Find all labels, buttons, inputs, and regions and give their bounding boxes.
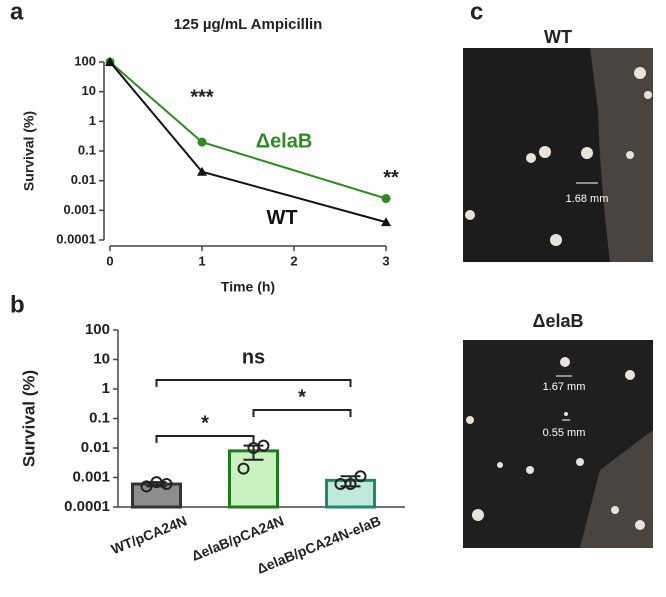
series-label: ΔelaB (256, 131, 313, 153)
line (109, 61, 387, 200)
photo (463, 48, 653, 262)
scale-label: 1.67 mm (543, 381, 586, 393)
marker (105, 57, 115, 66)
photo-title: WT (544, 27, 572, 47)
y-tick-label: 0.1 (78, 142, 96, 157)
annotation: ** (383, 167, 399, 189)
significance-label: ns (242, 346, 265, 368)
panel-label: a (10, 0, 24, 25)
y-tick-label: 0.0001 (56, 231, 96, 246)
marker (197, 166, 207, 176)
photo-title: ΔelaB (533, 311, 584, 331)
point (160, 478, 173, 491)
significance-label: * (201, 412, 209, 434)
significance-bracket (155, 379, 352, 387)
point (140, 480, 153, 493)
significance-bracket (252, 409, 352, 417)
annotation: *** (190, 86, 214, 108)
y-tick-label: 0.01 (71, 172, 96, 187)
y-tick-label: 10 (82, 83, 96, 98)
marker (197, 137, 207, 147)
line (109, 61, 387, 224)
y-tick-label: 0.0001 (64, 498, 110, 515)
point (344, 478, 357, 491)
x-tick-label: WT/pCA24N (109, 512, 189, 557)
point (354, 470, 367, 483)
marker (381, 217, 391, 227)
series-label: WT (266, 207, 297, 229)
significance-bracket (155, 435, 255, 443)
point (257, 439, 270, 452)
y-tick-label: 0.1 (89, 409, 110, 426)
marker (381, 194, 391, 204)
x-tick-label: 3 (382, 253, 389, 268)
scale-label: 0.55 mm (543, 427, 586, 439)
y-tick-label: 10 (93, 350, 110, 367)
panel-label: b (10, 291, 25, 318)
y-axis-label: Survival (%) (19, 370, 38, 467)
point (237, 462, 250, 475)
error-bar (340, 475, 361, 488)
y-axis-label: Survival (%) (21, 111, 37, 191)
y-tick-label: 100 (85, 321, 110, 338)
scale-label: 1.68 mm (566, 193, 609, 205)
y-tick-label: 0.001 (72, 468, 110, 485)
significance-label: * (298, 386, 306, 408)
x-tick-label: 2 (290, 253, 297, 268)
chart-title: 125 µg/mL Ampicillin (174, 16, 323, 33)
x-tick-label: 1 (198, 253, 205, 268)
panel-label: c (470, 0, 483, 25)
photo (463, 340, 653, 548)
y-tick-label: 1 (89, 113, 96, 128)
y-tick-label: 1 (102, 380, 110, 397)
y-tick-label: 0.01 (81, 439, 110, 456)
y-tick-label: 100 (74, 53, 96, 68)
y-tick-label: 0.001 (63, 202, 96, 217)
x-axis-label: Time (h) (221, 279, 275, 295)
x-tick-label: 0 (106, 253, 113, 268)
